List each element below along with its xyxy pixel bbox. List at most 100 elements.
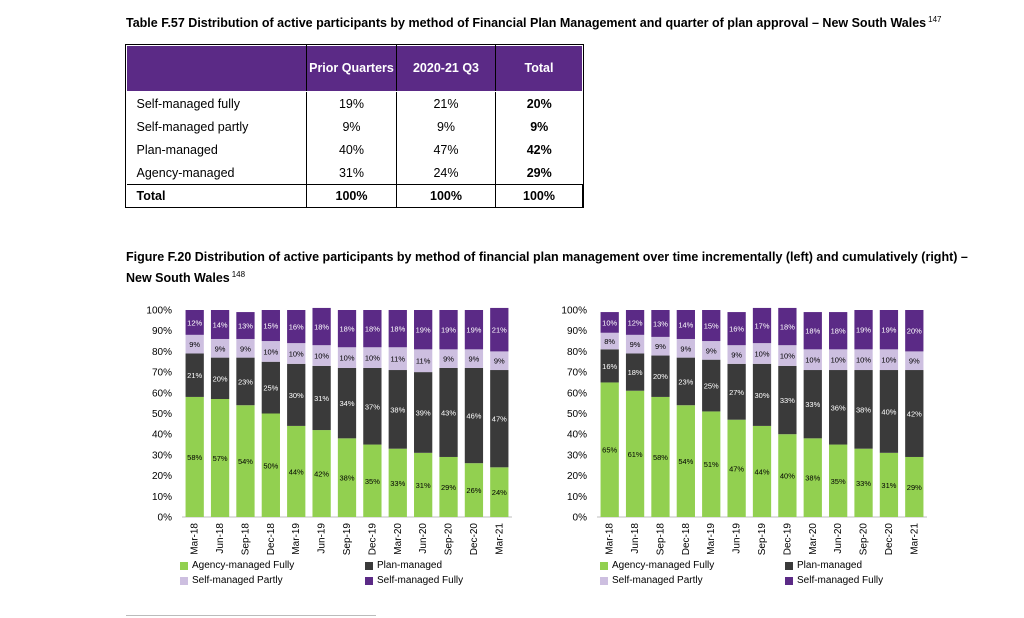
legend-label: Agency-managed Fully (612, 560, 715, 571)
bar-segment (236, 312, 255, 339)
bar-segment (778, 345, 797, 366)
x-tick-label: Jun-18 (630, 523, 641, 554)
bar-segment (727, 312, 746, 346)
data-label: 37% (365, 402, 380, 411)
data-label: 11% (416, 357, 431, 366)
bar-segment (651, 355, 670, 397)
bar-segment (854, 310, 873, 350)
data-label: 33% (390, 479, 405, 488)
data-label: 18% (780, 323, 795, 332)
cumulative-stacked-bar-chart: 0% 10% 20% 30% 40% 50% 60% 70% 80% 90% 100% 65% 16% 8… (561, 306, 927, 555)
x-tick-label: Dec-19 (782, 523, 793, 556)
x-tick-label: Sep-18 (240, 523, 251, 556)
legend-swatch (785, 561, 793, 570)
bar-segment (337, 347, 357, 368)
data-label: 54% (238, 457, 253, 466)
bar-segment (651, 336, 670, 356)
bar-segment (752, 425, 772, 517)
bar-segment (363, 367, 382, 445)
data-label: 51% (704, 460, 719, 469)
bar-segment (752, 307, 772, 344)
data-label: 30% (289, 391, 304, 400)
bar-segment (676, 338, 695, 358)
bar-segment (185, 334, 204, 354)
x-tick-label: Mar-19 (706, 523, 717, 555)
data-label: 9% (731, 351, 742, 360)
table-row: Plan-managed 40% 47% 42% (126, 138, 583, 161)
data-label: 29% (907, 483, 922, 492)
legend-item: Self-managed Partly (600, 575, 703, 586)
cell-q3: 21% (396, 91, 496, 115)
table-header-blank (126, 45, 307, 92)
data-label: 42% (907, 410, 922, 419)
bar-segment (439, 456, 458, 517)
data-label: 15% (704, 322, 719, 331)
x-tick-label: Jun-19 (317, 523, 328, 554)
y-tick-label: 10% (567, 492, 587, 503)
bar-segment (312, 345, 331, 366)
cell-q3: 47% (396, 138, 496, 161)
data-label: 33% (856, 479, 871, 488)
data-label: 12% (187, 318, 202, 327)
bar-segment (778, 434, 797, 517)
bar-segment (778, 365, 797, 435)
bar-segment (702, 411, 721, 517)
data-label: 18% (314, 323, 329, 332)
data-label: 50% (263, 461, 278, 470)
cell-q3: 24% (396, 161, 496, 185)
data-label: 29% (441, 483, 456, 492)
total-total: 100% (495, 184, 583, 207)
y-tick-label: 40% (152, 430, 172, 441)
data-label: 9% (680, 344, 691, 353)
x-tick-label: Mar-20 (808, 523, 819, 555)
data-label: 43% (441, 408, 456, 417)
data-label: 9% (494, 357, 505, 366)
x-tick-label: Dec-20 (884, 523, 895, 556)
bar-segment (312, 430, 331, 517)
data-label: 58% (653, 453, 668, 462)
x-tick-label: Dec-18 (681, 523, 692, 556)
total-label: Total (126, 184, 307, 207)
data-label: 19% (466, 326, 481, 335)
legend-swatch (600, 576, 608, 585)
data-label: 33% (805, 400, 820, 409)
total-prior: 100% (306, 184, 397, 207)
cumulative-chart-legend: Agency-managed Fully Plan-managed Self-m… (600, 560, 940, 590)
data-label: 10% (314, 352, 329, 361)
y-tick-label: 70% (152, 368, 172, 379)
cell-q3: 9% (396, 115, 496, 138)
y-tick-label: 100% (146, 306, 172, 317)
cell-total: 9% (530, 119, 549, 134)
data-label: 39% (416, 408, 431, 417)
data-label: 19% (416, 326, 431, 335)
bar-segment (490, 467, 509, 517)
legend-label: Self-managed Fully (797, 575, 884, 586)
data-label: 18% (628, 368, 643, 377)
data-label: 9% (189, 340, 200, 349)
data-label: 40% (881, 407, 896, 416)
data-label: 10% (831, 356, 846, 365)
y-tick-label: 80% (152, 347, 172, 358)
bar-segment (261, 310, 280, 342)
legend-label: Self-managed Partly (612, 575, 703, 586)
legend-swatch (365, 576, 373, 585)
bar-segment (676, 357, 695, 406)
bar-segment (287, 425, 306, 517)
x-tick-label: Mar-18 (190, 523, 201, 555)
bar-segment (879, 370, 899, 453)
data-label: 17% (754, 322, 769, 331)
data-label: 9% (240, 344, 251, 353)
legend-swatch (180, 561, 188, 570)
legend-item: Self-managed Fully (785, 575, 883, 586)
data-label: 38% (339, 474, 354, 483)
x-tick-label: Jun-20 (418, 523, 429, 554)
bar-segment (414, 349, 433, 373)
bar-segment (388, 448, 407, 517)
bar-segment (600, 382, 619, 517)
data-label: 19% (441, 326, 456, 335)
x-tick-label: Sep-18 (655, 523, 666, 556)
data-label: 10% (602, 318, 617, 327)
data-label: 38% (390, 405, 405, 414)
bar-segment (905, 351, 924, 371)
bar-segment (261, 341, 280, 362)
